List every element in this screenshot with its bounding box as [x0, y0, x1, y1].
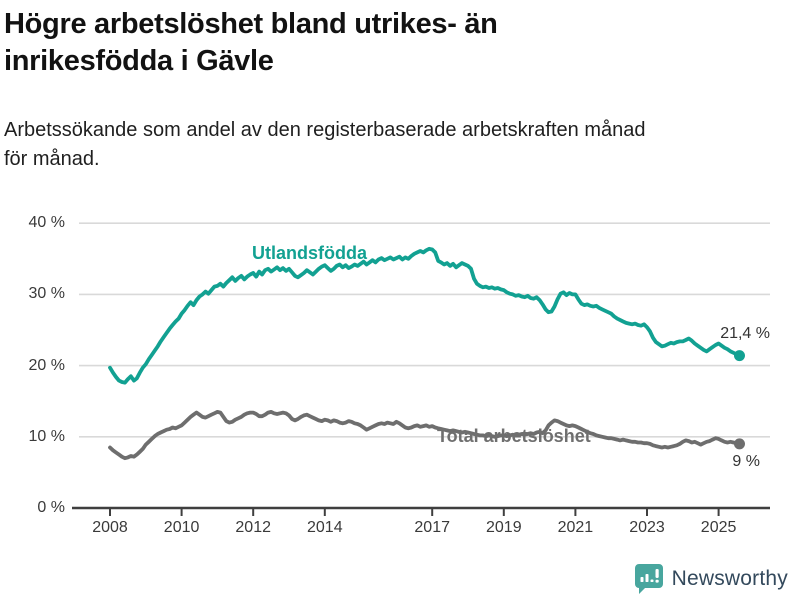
subtitle-line-2: för månad. [4, 148, 100, 170]
title-line-1: Högre arbetslöshet bland utrikes- än [4, 8, 498, 40]
x-tick-label-2025: 2025 [700, 519, 737, 536]
series-label-total-arbetsloshet: Total arbetslöshet [437, 426, 591, 446]
y-tick-label-10: 10 % [28, 427, 65, 445]
series-line-2 [108, 409, 742, 461]
x-tick-label-2014: 2014 [307, 519, 343, 536]
end-value-utlandsfodda: 21,4 % [720, 325, 770, 342]
series-end-dot-2 [733, 438, 745, 450]
newsworthy-bar-chart-icon [634, 564, 663, 594]
series-line-1 [108, 246, 742, 385]
x-tick-label-2010: 2010 [163, 519, 200, 536]
x-tick-label-2021: 2021 [557, 519, 594, 536]
brand-name: Newsworthy [671, 567, 788, 590]
y-tick-label-30: 30 % [28, 285, 65, 303]
series-label-utlandsfodda: Utlandsfödda [252, 243, 367, 263]
x-tick-label-2012: 2012 [235, 519, 271, 536]
x-tick-label-2008: 2008 [92, 519, 128, 536]
x-tick-label-2023: 2023 [629, 519, 665, 536]
title-line-2: inrikesfödda i Gävle [4, 45, 274, 77]
end-value-total: 9 % [732, 453, 760, 470]
y-tick-label-40: 40 % [28, 214, 65, 232]
chart-subtitle: Arbetssökande som andel av den registerb… [4, 116, 784, 174]
x-tick-label-2017: 2017 [414, 519, 450, 536]
subtitle-line-1: Arbetssökande som andel av den registerb… [4, 119, 646, 141]
x-tick-label-2019: 2019 [486, 519, 522, 536]
page-title: Högre arbetslöshet bland utrikes- än inr… [4, 6, 704, 80]
y-tick-label-0: 0 % [37, 499, 65, 516]
series-end-dot-1 [733, 350, 745, 362]
y-tick-label-20: 20 % [28, 356, 65, 374]
newsworthy-logo: Newsworthy [634, 563, 788, 595]
